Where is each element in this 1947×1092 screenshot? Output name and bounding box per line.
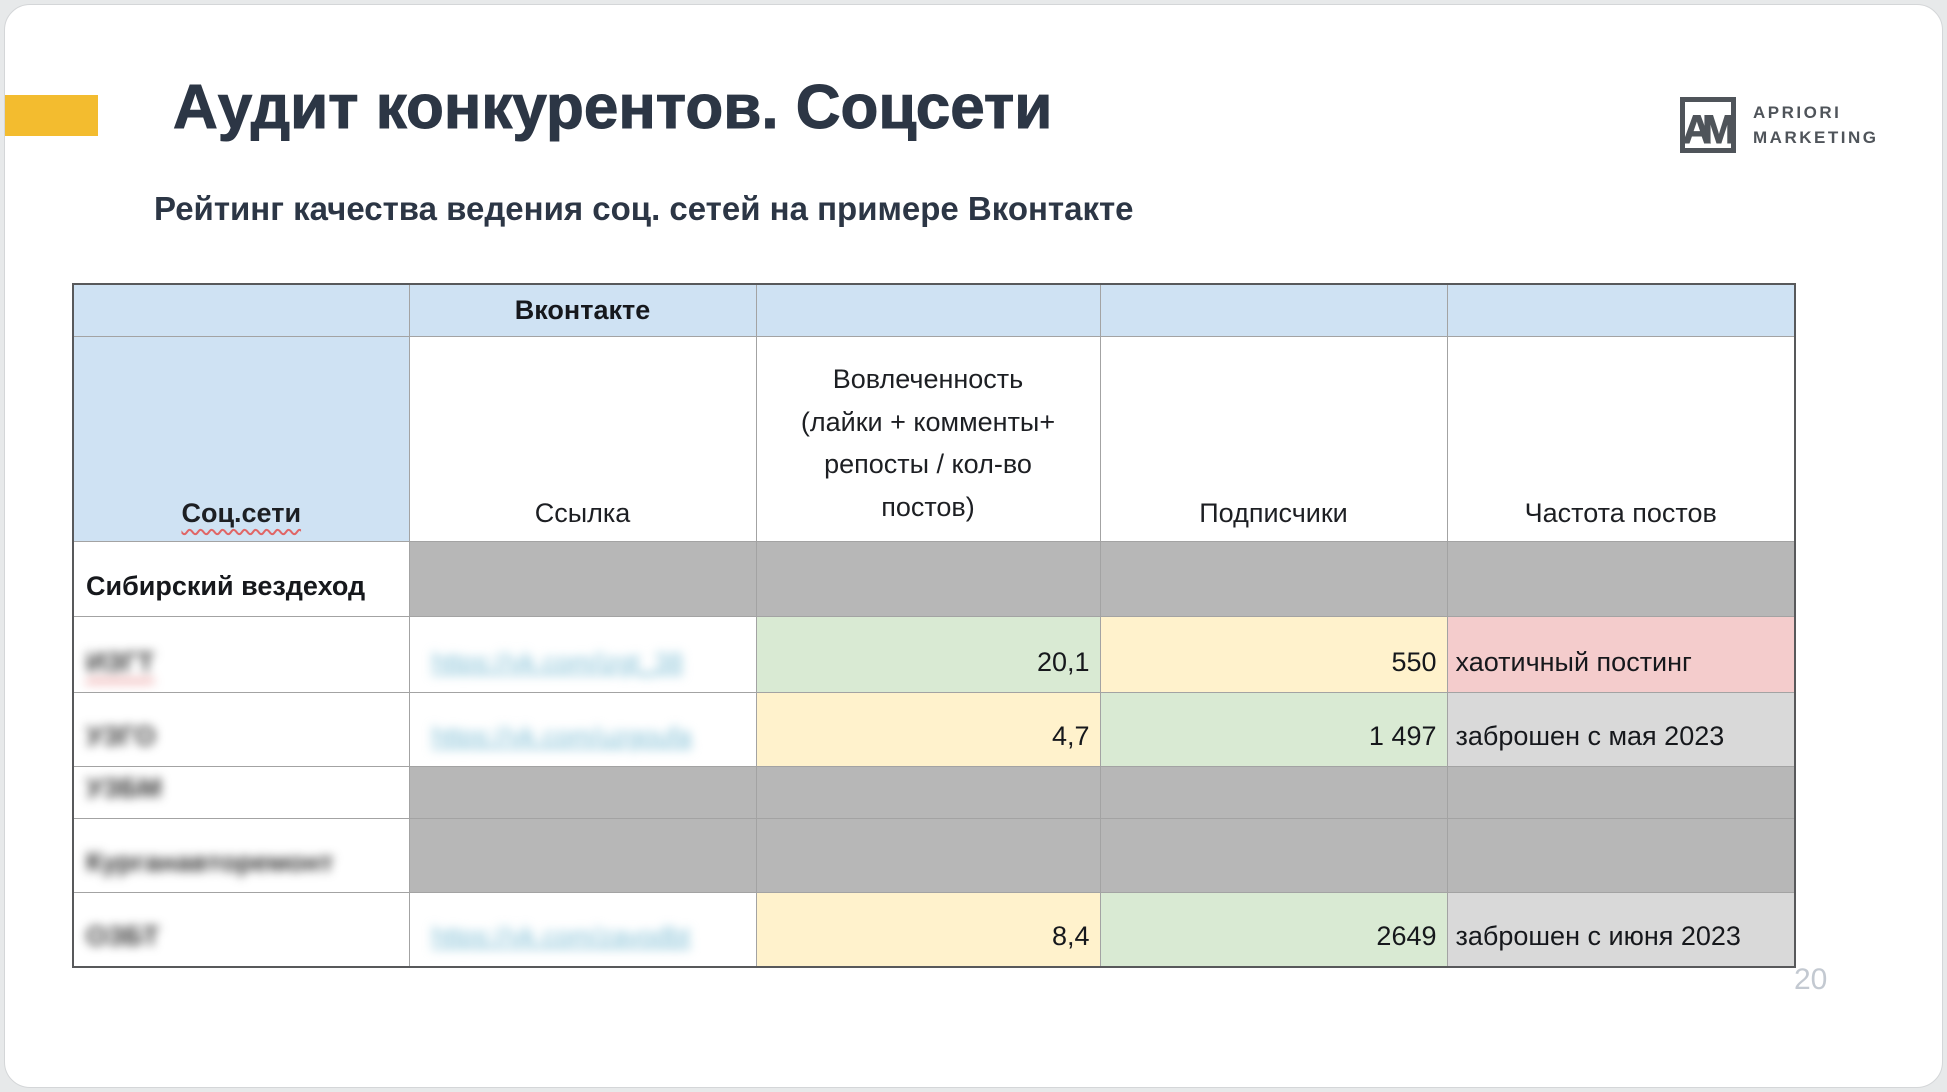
- masked-cell: [1099, 817, 1448, 893]
- masked-cell: [408, 817, 757, 893]
- engagement-cell: 8,4: [755, 891, 1101, 968]
- table-row: Курганавторемонт: [72, 817, 1796, 893]
- frequency-cell: заброшен с мая 2023: [1446, 691, 1796, 767]
- col-header-socseti: Соц.сети: [72, 335, 410, 542]
- col-header-socseti-label: Соц.сети: [181, 497, 302, 528]
- table-row-column-headers: Соц.сети Ссылка Вовлеченность (лайки + к…: [72, 335, 1796, 542]
- subscribers-cell: 550: [1099, 615, 1448, 693]
- col-header-frequency: Частота постов: [1446, 335, 1796, 542]
- subscribers-cell: 2649: [1099, 891, 1448, 968]
- col-header-subscribers: Подписчики: [1099, 335, 1448, 542]
- masked-cell: [1099, 765, 1448, 819]
- logo-wordmark-line1: APRIORI: [1753, 102, 1842, 122]
- company-name-cell: Курганавторемонт: [72, 817, 410, 893]
- table-row: ОЗБТ https://vk.com/zavodbt 8,4 2649 заб…: [72, 891, 1796, 968]
- slide-title: Аудит конкурентов. Соцсети: [172, 73, 1053, 143]
- link-cell: https://vk.com/zavodbt: [408, 891, 757, 968]
- masked-cell: [755, 817, 1101, 893]
- company-name-cell: ИЗГТ: [72, 615, 410, 693]
- link-cell: https://vk.com/izgt_38: [408, 615, 757, 693]
- table-row: УЗБМ: [72, 765, 1796, 819]
- accent-bar: [5, 95, 98, 136]
- company-name-blurred: УЗБМ: [86, 772, 162, 803]
- masked-cell: [408, 765, 757, 819]
- company-name-cell: ОЗБТ: [72, 891, 410, 968]
- masked-cell: [1099, 540, 1448, 617]
- company-name-blurred: Курганавторемонт: [86, 846, 334, 877]
- col-header-engagement: Вовлеченность (лайки + комменты+ репосты…: [755, 335, 1101, 542]
- company-name-cell: УЗГО: [72, 691, 410, 767]
- company-name-cell: Сибирский вездеход: [72, 540, 410, 617]
- social-rating-table: Вконтакте Соц.сети Ссылка Вовлеченность …: [72, 283, 1796, 968]
- company-name-blurred: ОЗБТ: [86, 921, 160, 951]
- masked-cell: [755, 765, 1101, 819]
- masked-cell: [1446, 540, 1796, 617]
- table-row: Сибирский вездеход: [72, 540, 1796, 617]
- engagement-cell: 20,1: [755, 615, 1101, 693]
- page-number: 20: [1794, 963, 1828, 996]
- am-monogram-icon: AM: [1680, 97, 1736, 153]
- frequency-cell: хаотичный постинг: [1446, 615, 1796, 693]
- company-name-blurred: УЗГО: [86, 720, 156, 751]
- platform-row-empty-cell: [72, 283, 410, 337]
- platform-header-cell: Вконтакте: [408, 283, 757, 337]
- platform-row-empty-cell: [1446, 283, 1796, 337]
- table-row-platform: Вконтакте: [72, 283, 1796, 337]
- masked-cell: [1446, 817, 1796, 893]
- platform-row-empty-cell: [1099, 283, 1448, 337]
- apriori-logo: AM APRIORI MARKETING: [1680, 97, 1878, 153]
- table-row: УЗГО https://vk.com/uzgoufa 4,7 1 497 за…: [72, 691, 1796, 767]
- frequency-cell: заброшен с июня 2023: [1446, 891, 1796, 968]
- slide-subtitle: Рейтинг качества ведения соц. сетей на п…: [154, 190, 1134, 227]
- am-monogram-letters: AM: [1682, 108, 1731, 152]
- masked-cell: [755, 540, 1101, 617]
- company-name-cell: УЗБМ: [72, 765, 410, 819]
- logo-wordmark: APRIORI MARKETING: [1753, 100, 1878, 151]
- table-row: ИЗГТ https://vk.com/izgt_38 20,1 550 хао…: [72, 615, 1796, 693]
- subscribers-cell: 1 497: [1099, 691, 1448, 767]
- platform-row-empty-cell: [755, 283, 1101, 337]
- masked-cell: [1446, 765, 1796, 819]
- col-header-link: Ссылка: [408, 335, 757, 542]
- vk-link[interactable]: https://vk.com/uzgoufa: [431, 720, 692, 751]
- engagement-cell: 4,7: [755, 691, 1101, 767]
- masked-cell: [408, 540, 757, 617]
- vk-link[interactable]: https://vk.com/izgt_38: [431, 646, 683, 677]
- logo-wordmark-line2: MARKETING: [1753, 128, 1879, 147]
- link-cell: https://vk.com/uzgoufa: [408, 691, 757, 767]
- vk-link[interactable]: https://vk.com/zavodbt: [431, 921, 691, 951]
- company-name-blurred: ИЗГТ: [86, 646, 155, 677]
